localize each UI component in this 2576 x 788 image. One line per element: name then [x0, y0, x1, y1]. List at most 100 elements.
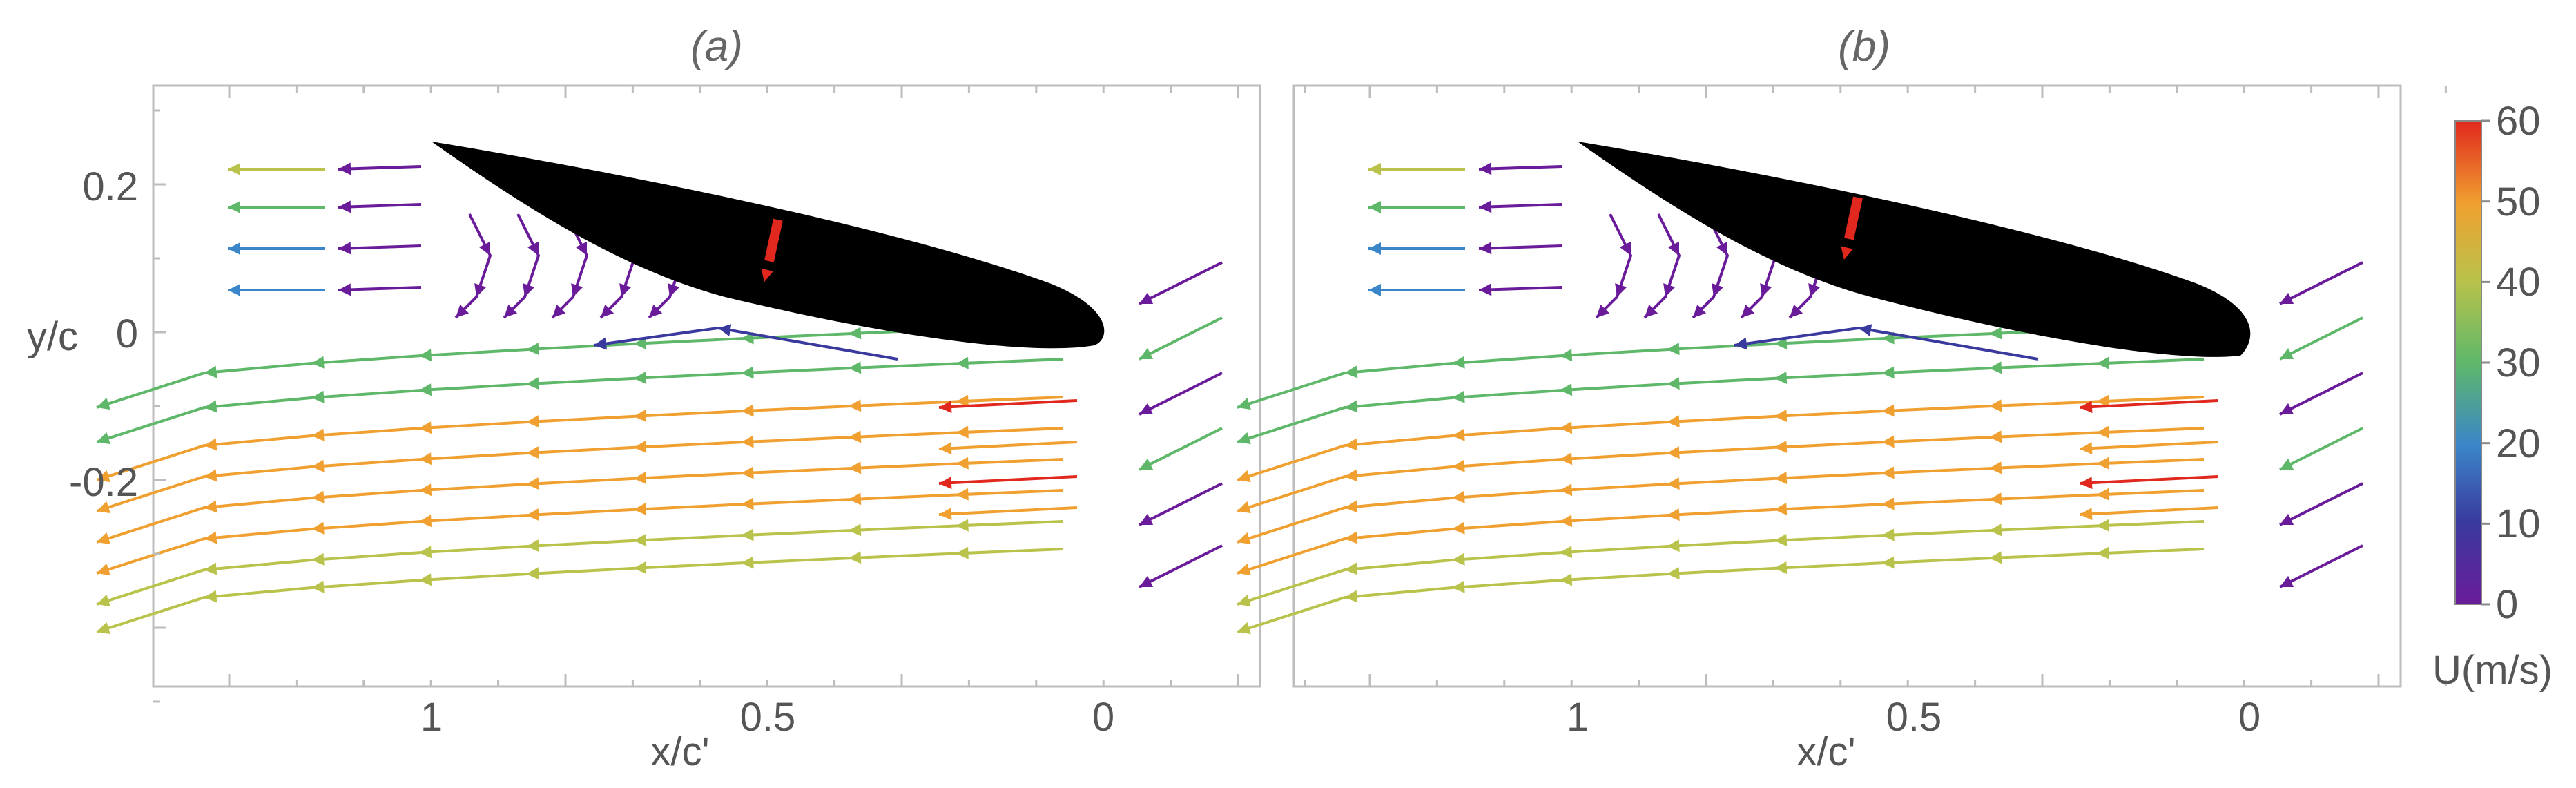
streamline-arrowhead-19-1 [1479, 162, 1492, 175]
streamline-arrowhead-15-1 [939, 442, 952, 455]
streamline-arrowhead-6-2 [848, 523, 862, 537]
streamline-13 [2279, 544, 2363, 588]
colorbar: 0 10 20 30 40 50 60 U(m/s) [2432, 99, 2553, 693]
streamline-arrowhead-1-4 [1774, 372, 1788, 384]
colorbar-tick-6: 60 [2496, 99, 2541, 144]
streamline-arrowhead-15-1 [2080, 442, 2093, 455]
streamline-arrowhead-7-8 [1344, 590, 1358, 603]
streamline-arrowhead-26-2 [1615, 283, 1627, 297]
streamline-arrowhead-2-6 [418, 421, 432, 434]
colorbar-tick-4: 40 [2496, 260, 2541, 305]
streamline-arrowhead-6-3 [741, 528, 754, 541]
streamline-2 [1237, 396, 2205, 481]
panel-b-xlabel: x/c' [1797, 729, 1855, 774]
streamline-9 [2279, 316, 2363, 361]
streamline-arrowhead-3-8 [204, 469, 217, 482]
streamline-arrowhead-1-4 [633, 372, 647, 384]
streamline-3 [96, 427, 1064, 512]
colorbar-tick-2: 20 [2496, 421, 2541, 466]
streamline-arrowhead-6-7 [311, 552, 325, 566]
streamline-arrowhead-7-1 [956, 546, 969, 559]
streamline-arrowhead-19-1 [338, 162, 351, 175]
streamline-arrowhead-31-1 [718, 324, 732, 336]
streamline-arrowhead-1-1 [2096, 356, 2109, 369]
streamline-9 [1139, 316, 1223, 361]
colorbar-ticks [2481, 119, 2490, 606]
streamline-arrowhead-3-9 [97, 501, 110, 514]
streamline-arrowhead-31-2 [1734, 337, 1748, 350]
streamline-arrowhead-9-1 [2280, 347, 2294, 359]
streamline-4 [96, 458, 1064, 544]
streamline-arrowhead-3-1 [2096, 425, 2109, 439]
streamline-arrowhead-27-3 [1645, 304, 1658, 318]
streamline-arrowhead-30-3 [649, 304, 663, 318]
streamline-arrowhead-11-1 [2280, 458, 2294, 470]
streamline-arrowhead-29-2 [1760, 283, 1772, 297]
streamline-arrowhead-7-4 [633, 561, 647, 574]
streamline-arrowhead-21-1 [1479, 200, 1492, 213]
streamline-arrowhead-2-9 [1237, 470, 1251, 483]
streamline-arrowhead-28-1 [575, 241, 587, 256]
streamline-5 [1237, 489, 2205, 575]
streamline-arrowhead-2-8 [204, 438, 217, 451]
streamline-arrowhead-4-8 [204, 500, 217, 513]
streamline-arrowhead-6-1 [956, 519, 969, 532]
streamline-arrowhead-0-8 [204, 365, 217, 378]
streamline-arrowhead-7-6 [1559, 573, 1573, 586]
panel-a-red-arrow [761, 218, 783, 282]
panel-b: (b) 1 0.5 0 x/c' [1237, 23, 2447, 774]
streamline-arrowhead-6-8 [1344, 562, 1358, 575]
streamline-arrowhead-17-1 [2080, 508, 2093, 521]
streamline-17 [2079, 506, 2218, 516]
streamline-arrowhead-29-2 [619, 283, 632, 297]
panel-a-x-tick-0: 1 [420, 695, 443, 740]
streamline-arrowhead-4-5 [1667, 477, 1680, 490]
streamline-arrowhead-6-6 [1559, 546, 1573, 559]
streamline-6 [96, 520, 1064, 606]
streamline-arrowhead-5-7 [311, 521, 325, 535]
streamline-arrowhead-5-5 [526, 508, 539, 521]
streamline-arrowhead-27-3 [504, 304, 518, 318]
streamline-arrowhead-6-3 [1881, 528, 1895, 541]
streamline-arrowhead-16-1 [939, 477, 952, 490]
streamline-arrowhead-29-3 [601, 304, 614, 318]
colorbar-tick-0: 0 [2496, 582, 2518, 627]
streamline-arrowhead-28-3 [552, 304, 566, 318]
streamline-15 [938, 441, 1078, 450]
streamline-arrowhead-3-2 [1988, 430, 2002, 443]
streamline-arrowhead-4-9 [97, 532, 110, 545]
streamline-arrowhead-0-2 [1988, 327, 2002, 340]
streamline-arrowhead-7-5 [1667, 567, 1680, 580]
streamline-arrowhead-7-8 [204, 590, 217, 603]
streamline-arrowhead-4-4 [1774, 472, 1788, 484]
streamline-11 [2279, 427, 2363, 471]
red-arrow-shaft [764, 218, 783, 262]
streamline-arrowhead-5-3 [1881, 497, 1895, 510]
streamline-arrowhead-7-1 [2096, 546, 2109, 559]
streamline-arrowhead-6-4 [1774, 534, 1788, 546]
streamline-8 [2279, 261, 2363, 305]
streamline-15 [2079, 441, 2218, 450]
streamline-arrowhead-2-2 [1988, 399, 2002, 412]
streamline-arrowhead-3-5 [526, 446, 539, 459]
streamline-arrowhead-1-3 [1881, 366, 1895, 379]
streamline-arrowhead-0-7 [1452, 356, 1465, 369]
streamline-arrowhead-17-1 [939, 508, 952, 521]
streamline-arrowhead-3-3 [741, 435, 754, 448]
streamline-arrowhead-1-2 [1988, 361, 2002, 374]
streamline-arrowhead-6-4 [633, 534, 647, 546]
streamline-arrowhead-5-7 [1452, 521, 1465, 535]
streamline-arrowhead-2-5 [526, 415, 539, 428]
streamline-arrowhead-5-8 [1344, 531, 1358, 544]
streamline-arrowhead-20-1 [1368, 201, 1381, 213]
panel-b-ticks [1368, 86, 2447, 686]
streamline-arrowhead-0-4 [1774, 337, 1788, 349]
panel-b-frame [1292, 84, 2402, 688]
streamline-arrowhead-5-1 [2096, 488, 2109, 501]
streamline-arrowhead-30-2 [1808, 283, 1821, 297]
streamline-10 [1139, 372, 1223, 416]
streamline-arrowhead-1-8 [1344, 400, 1358, 413]
red-arrow-head [761, 268, 773, 282]
panel-a-frame [152, 84, 1261, 688]
